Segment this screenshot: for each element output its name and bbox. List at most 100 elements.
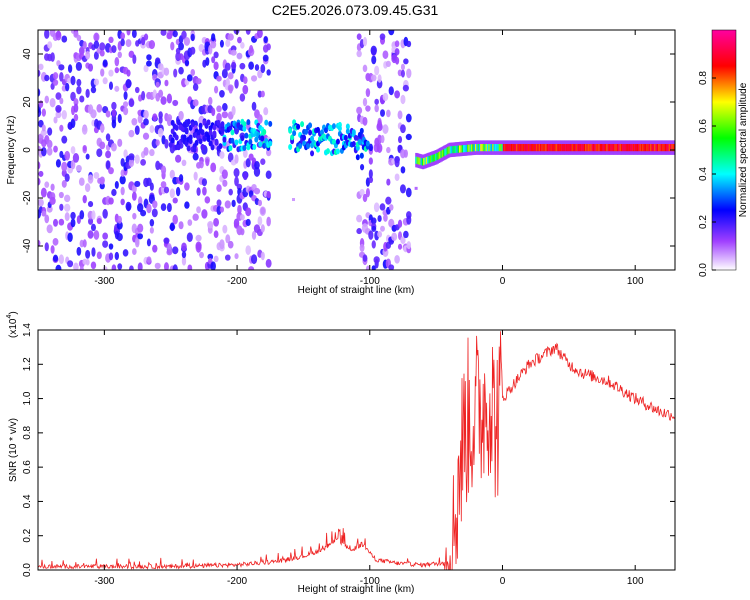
spectrogram-cell [632, 144, 636, 152]
spectrogram-cell [152, 200, 158, 209]
spectrogram-cell [44, 214, 50, 224]
spectrogram-cell [622, 144, 625, 152]
x-tick-label: 0 [500, 576, 506, 587]
spectrogram-cell [55, 30, 61, 38]
spectrogram-cell [108, 36, 114, 44]
spectrogram-cell [440, 150, 443, 158]
spectrogram-cell [397, 219, 403, 228]
spectrogram-cell [257, 216, 263, 226]
spectrogram-cell [397, 110, 403, 120]
spectrogram-cell [216, 75, 222, 82]
x-tick-label: -200 [227, 576, 247, 587]
spectrogram-cell [166, 202, 172, 213]
spectrogram-cell [257, 90, 263, 98]
spectrogram-cell [662, 144, 665, 152]
spectrogram-cell [236, 52, 243, 60]
spectrogram-cell [501, 144, 504, 152]
spectrogram-cell [594, 144, 597, 152]
spectrogram-cell [365, 105, 371, 112]
spectrogram-cell [265, 170, 272, 180]
spectrogram-cell [578, 144, 581, 152]
spectrogram-cell [666, 144, 669, 152]
spectrogram-cell [397, 243, 403, 250]
spectrogram-cell [345, 123, 350, 130]
spectrogram-cell [128, 129, 135, 138]
spectrogram-cell [195, 234, 202, 242]
spectrogram-cell [337, 125, 342, 132]
spectrogram-cell [64, 203, 71, 212]
spectrogram-cell [41, 146, 47, 157]
chart-title: C2E5.2026.073.09.45.G31 [272, 2, 439, 18]
spectrogram-cell [476, 144, 479, 152]
spectrogram-cell [562, 144, 566, 152]
spectrogram-cell [335, 138, 340, 145]
spectrogram-cell [175, 186, 181, 197]
spectrogram-cell [146, 54, 152, 61]
spectrogram-cell [146, 203, 152, 214]
spectrogram-cell [670, 144, 673, 152]
spectrogram-cell [55, 264, 62, 270]
spectrogram-cell [245, 245, 251, 255]
spectrogram-cell [256, 30, 263, 39]
spectrogram-cell [49, 196, 56, 205]
spectrogram-cell [141, 90, 146, 101]
spectrogram-cell [93, 172, 100, 179]
spectrogram-cell [494, 144, 498, 152]
spectrogram-cell [93, 78, 99, 86]
spectrogram-cell [166, 93, 173, 104]
spectrogram-cell [254, 136, 259, 143]
spectrogram-cell [40, 129, 47, 136]
spectrogram-cell [44, 181, 50, 188]
spectrogram-cell [423, 157, 426, 166]
spectrogram-cell [46, 224, 53, 234]
spectrogram-cell [99, 178, 105, 185]
spectrogram-cell [456, 145, 459, 153]
spectrogram-cell [154, 262, 161, 270]
y-tick-label: 0.0 [22, 563, 33, 577]
spectrogram-cell [125, 39, 132, 48]
spectrogram-cell [61, 179, 67, 188]
spectrogram-cell [160, 181, 167, 189]
spectrogram-cell [140, 209, 147, 217]
spectrogram-cell [82, 194, 87, 204]
spectrogram-cell [49, 98, 56, 108]
spectrogram-cell [70, 159, 76, 170]
spectrogram-cell [533, 144, 536, 152]
spectrogram-cell [184, 59, 190, 67]
spectrogram-cell [257, 69, 263, 79]
spectrogram-cell [219, 39, 224, 48]
spectrogram-cell [180, 125, 185, 132]
spectrogram-cell [102, 208, 108, 219]
spectrogram-cell [155, 81, 160, 88]
spectrogram-cell [574, 144, 577, 152]
spectrogram-cell [47, 127, 53, 136]
spectrogram-cell [631, 144, 635, 152]
spectrogram-cell [406, 215, 412, 225]
colorbar-tick-label: 0.6 [698, 119, 709, 133]
spectrogram-cell [405, 113, 412, 123]
spectrogram-y-ticks: -40 -20 0 20 40 [22, 48, 675, 253]
spectrogram-cell [534, 144, 538, 152]
spectrogram-cell [244, 132, 249, 139]
spectrogram-cell [532, 144, 535, 152]
spectrogram-cell [603, 144, 607, 152]
spectrogram-cell [406, 241, 412, 250]
spectrogram-cell [210, 162, 217, 173]
spectrogram-cell [406, 40, 412, 48]
spectrogram-cell [368, 169, 373, 179]
spectrogram-cell [58, 64, 65, 71]
spectrogram-cell [648, 144, 652, 152]
spectrogram-cell [76, 78, 82, 87]
spectrogram-cell [522, 144, 526, 152]
spectrogram-cell [550, 144, 554, 152]
spectrogram-cell [263, 107, 269, 116]
spectrogram-cell [394, 173, 400, 181]
spectrogram-cell [111, 45, 117, 53]
spectrogram-cell [50, 52, 55, 62]
spectrogram-cell [231, 105, 236, 116]
spectrogram-cell [612, 144, 616, 152]
spectrogram-cell [84, 183, 91, 193]
snr-y-ticks: 0.0 0.2 0.4 0.6 0.8 1.0 1.2 1.4 [22, 323, 675, 577]
spectrogram-cell [186, 74, 193, 82]
spectrogram-cell [362, 116, 368, 126]
